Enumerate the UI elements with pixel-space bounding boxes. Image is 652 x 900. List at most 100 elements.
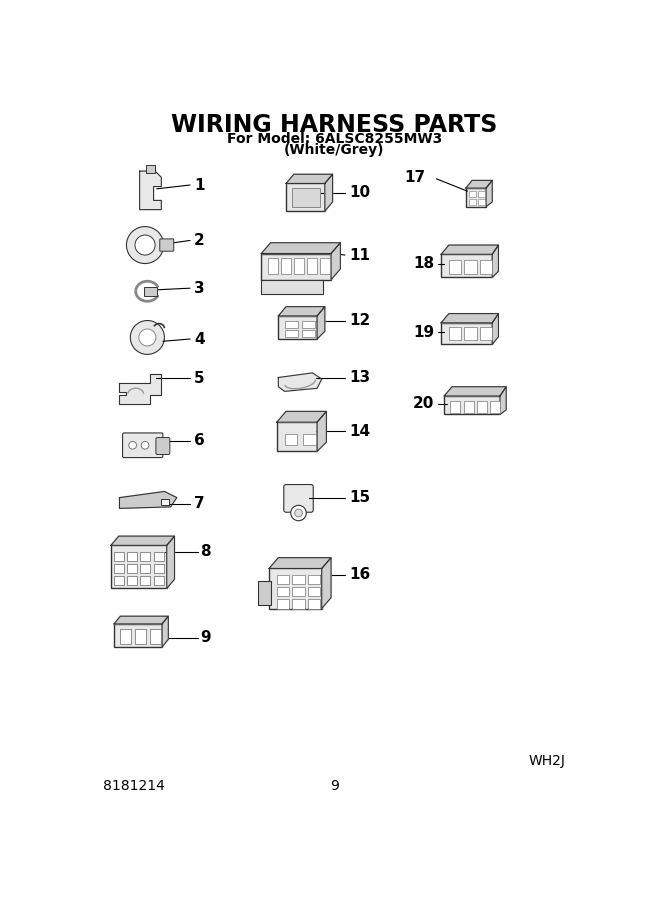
Polygon shape — [261, 243, 340, 254]
Polygon shape — [278, 373, 321, 392]
Text: 12: 12 — [349, 313, 370, 328]
Bar — [140, 563, 151, 573]
Text: 11: 11 — [349, 248, 370, 263]
Polygon shape — [114, 616, 168, 624]
FancyBboxPatch shape — [444, 396, 500, 415]
Bar — [292, 587, 304, 596]
Polygon shape — [167, 536, 175, 589]
Bar — [451, 400, 460, 413]
Bar — [292, 188, 320, 207]
FancyBboxPatch shape — [114, 624, 162, 647]
FancyBboxPatch shape — [123, 433, 163, 457]
FancyBboxPatch shape — [277, 422, 317, 452]
Text: 2: 2 — [194, 233, 205, 248]
Bar — [154, 576, 164, 585]
Text: 7: 7 — [194, 496, 205, 511]
Bar — [469, 199, 476, 205]
Text: 10: 10 — [349, 185, 370, 200]
Bar — [480, 328, 492, 340]
Bar — [464, 400, 473, 413]
Bar — [284, 435, 297, 446]
Polygon shape — [111, 536, 175, 545]
Polygon shape — [321, 558, 331, 608]
FancyBboxPatch shape — [111, 545, 167, 589]
Text: WH2J: WH2J — [528, 754, 565, 768]
FancyBboxPatch shape — [441, 323, 492, 345]
Polygon shape — [162, 616, 168, 647]
Text: 5: 5 — [194, 371, 205, 386]
Polygon shape — [500, 387, 506, 415]
Polygon shape — [441, 313, 498, 323]
Bar — [127, 576, 138, 585]
Bar — [114, 576, 124, 585]
Bar — [303, 435, 316, 446]
Polygon shape — [486, 180, 492, 207]
Polygon shape — [325, 175, 333, 211]
Bar — [127, 563, 138, 573]
Bar — [284, 320, 298, 328]
Polygon shape — [492, 313, 498, 345]
Bar — [114, 552, 124, 561]
FancyBboxPatch shape — [284, 484, 313, 512]
Text: 20: 20 — [413, 396, 434, 411]
Text: (White/Grey): (White/Grey) — [284, 142, 385, 157]
Polygon shape — [444, 387, 506, 396]
Bar — [477, 400, 487, 413]
Text: 1: 1 — [194, 177, 204, 193]
Bar — [308, 599, 320, 608]
Polygon shape — [286, 175, 333, 184]
Bar — [294, 258, 304, 274]
Bar — [292, 574, 304, 584]
Text: 16: 16 — [349, 567, 370, 582]
Bar — [154, 552, 164, 561]
Circle shape — [135, 235, 155, 255]
Bar — [127, 552, 138, 561]
Bar — [277, 574, 289, 584]
Bar — [280, 258, 291, 274]
Bar — [449, 328, 461, 340]
Bar — [120, 628, 131, 644]
FancyBboxPatch shape — [143, 286, 157, 296]
Bar — [469, 191, 476, 197]
Bar — [464, 328, 477, 340]
Text: WIRING HARNESS PARTS: WIRING HARNESS PARTS — [171, 112, 497, 137]
Bar — [320, 258, 331, 274]
Text: 4: 4 — [194, 331, 205, 346]
Bar — [308, 587, 320, 596]
Polygon shape — [331, 243, 340, 280]
Bar — [284, 329, 298, 338]
Text: 17: 17 — [404, 170, 426, 184]
Polygon shape — [441, 245, 498, 255]
Bar — [479, 199, 485, 205]
Polygon shape — [119, 491, 177, 508]
Bar — [490, 400, 500, 413]
Text: 6: 6 — [194, 433, 205, 448]
Circle shape — [126, 227, 164, 264]
Circle shape — [141, 441, 149, 449]
Circle shape — [291, 505, 306, 521]
FancyBboxPatch shape — [286, 184, 325, 212]
Circle shape — [129, 441, 136, 449]
FancyBboxPatch shape — [156, 437, 170, 454]
Text: 14: 14 — [349, 424, 370, 439]
Bar — [292, 599, 304, 608]
Circle shape — [130, 320, 164, 355]
FancyBboxPatch shape — [269, 569, 321, 608]
FancyBboxPatch shape — [261, 254, 331, 280]
Bar — [307, 258, 317, 274]
Text: 8: 8 — [200, 544, 211, 559]
Polygon shape — [317, 307, 325, 339]
Bar — [277, 587, 289, 596]
Bar — [277, 599, 289, 608]
FancyBboxPatch shape — [258, 580, 271, 606]
Bar — [114, 563, 124, 573]
Text: 9: 9 — [330, 778, 338, 793]
Bar — [140, 552, 151, 561]
Bar — [154, 563, 164, 573]
FancyBboxPatch shape — [278, 316, 317, 339]
Text: For Model: 6ALSC8255MW3: For Model: 6ALSC8255MW3 — [226, 131, 442, 146]
Text: 3: 3 — [194, 281, 205, 296]
Text: 19: 19 — [413, 325, 434, 339]
Polygon shape — [278, 307, 325, 316]
Text: 13: 13 — [349, 370, 370, 385]
